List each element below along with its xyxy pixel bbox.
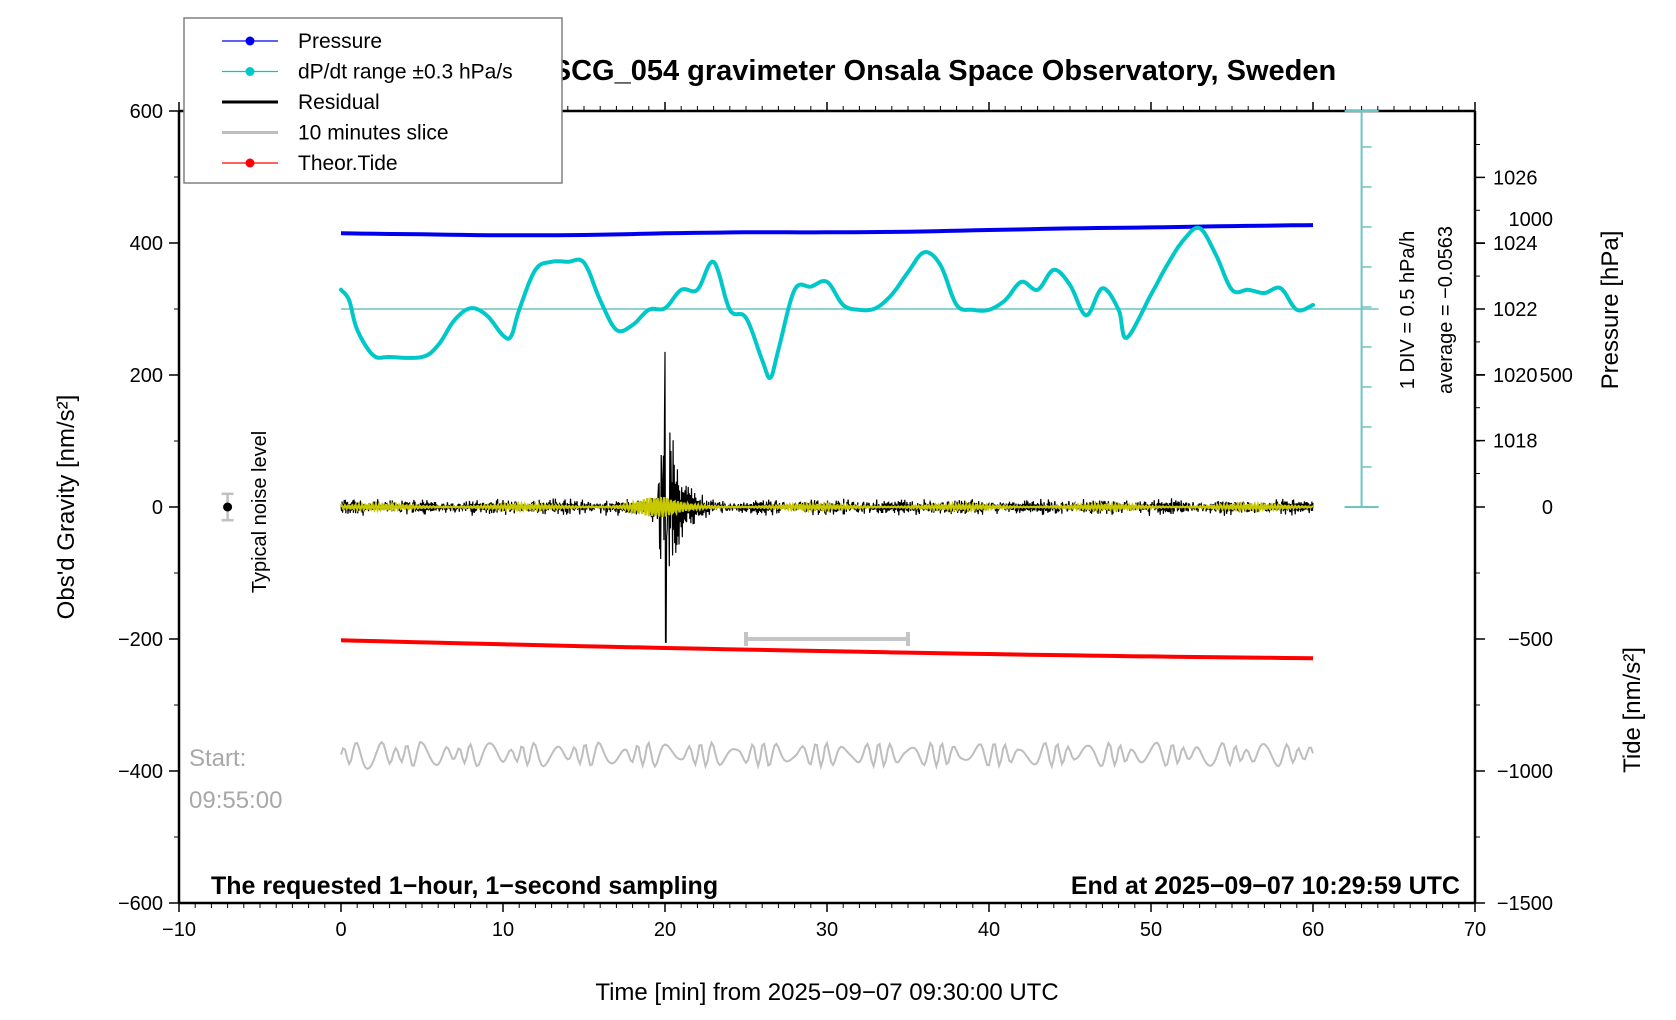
tide-axis-title: Tide [nm/s²]	[1619, 647, 1646, 773]
y-left-tick-label: 0	[152, 497, 163, 519]
x-tick-label: −10	[162, 919, 196, 941]
start-time: 09:55:00	[189, 787, 282, 814]
noise-level-point	[223, 502, 233, 512]
x-axis-title: Time [min] from 2025−09−07 09:30:00 UTC	[595, 979, 1058, 1006]
y-left-tick-label: −200	[118, 629, 163, 651]
tide-series-line	[340, 638, 1314, 661]
noise-level-label: Typical noise level	[249, 431, 271, 593]
x-tick-label: 30	[816, 919, 838, 941]
series-layer	[221, 110, 1379, 771]
tide-tick-label: −1500	[1497, 893, 1553, 915]
dpdt-series-line	[339, 225, 1315, 380]
legend-label: dP/dt range ±0.3 hPa/s	[298, 61, 513, 84]
y-axis-left-title: Obs'd Gravity [nm/s²]	[53, 395, 80, 620]
pressure-tick-label: 1024	[1493, 233, 1538, 255]
y-left-tick-label: 600	[130, 101, 163, 123]
pressure-tick-label: 1026	[1493, 167, 1538, 189]
slice-series-line	[340, 740, 1314, 771]
x-tick-label: 0	[335, 919, 346, 941]
x-tick-label: 20	[654, 919, 676, 941]
pressure-tick-label: 1022	[1493, 299, 1538, 321]
axis-ticks: −10 0 10 20 30 40 50 60 706004002000−200−400−600…	[118, 101, 1573, 941]
pressure-tick-label: 1018	[1493, 431, 1538, 453]
y-left-tick-label: −400	[118, 761, 163, 783]
y-left-tick-label: 400	[130, 233, 163, 255]
y-left-tick-label: 200	[130, 365, 163, 387]
bottom-right-note: End at 2025−09−07 10:29:59 UTC	[1071, 872, 1460, 900]
legend-label: Pressure	[298, 30, 382, 53]
tide-tick-label: 1000	[1509, 209, 1554, 231]
filtered-overlay-line	[340, 496, 1314, 518]
legend-label: Theor.Tide	[298, 152, 398, 175]
tide-tick-label: −1000	[1497, 761, 1553, 783]
y-left-tick-label: −600	[118, 893, 163, 915]
x-tick-label: 40	[978, 919, 1000, 941]
x-tick-label: 10	[492, 919, 514, 941]
dpdt-average-label: average = −0.0563	[1435, 226, 1457, 394]
legend-label: Residual	[298, 91, 380, 114]
x-tick-label: 70	[1464, 919, 1486, 941]
dpdt-scale-label: 1 DIV = 0.5 hPa/h	[1397, 231, 1419, 389]
pressure-axis-title: Pressure [hPa]	[1597, 231, 1624, 390]
x-tick-label: 50	[1140, 919, 1162, 941]
legend-label: 10 minutes slice	[298, 122, 449, 145]
legend-marker	[245, 67, 255, 76]
legend: Pressure dP/dt range ±0.3 hPa/s Residual 10…	[183, 17, 563, 184]
tide-tick-label: 500	[1540, 365, 1573, 387]
start-label: Start:	[189, 745, 246, 772]
bottom-left-note: The requested 1−hour, 1−second sampling	[211, 872, 718, 900]
y-axis-left-title-text: Obs'd Gravity [nm/s²]	[53, 395, 80, 620]
chart-title: SCG_054 gravimeter Onsala Space Observat…	[552, 55, 1336, 87]
legend-marker	[245, 36, 255, 46]
residual-series-line	[340, 351, 1314, 643]
tide-tick-label: 0	[1542, 497, 1553, 519]
legend-marker	[245, 158, 255, 168]
tide-tick-label: −500	[1508, 629, 1553, 651]
x-tick-label: 60	[1302, 919, 1324, 941]
pressure-tick-label: 1020	[1493, 365, 1538, 387]
pressure-series-line	[340, 223, 1314, 238]
